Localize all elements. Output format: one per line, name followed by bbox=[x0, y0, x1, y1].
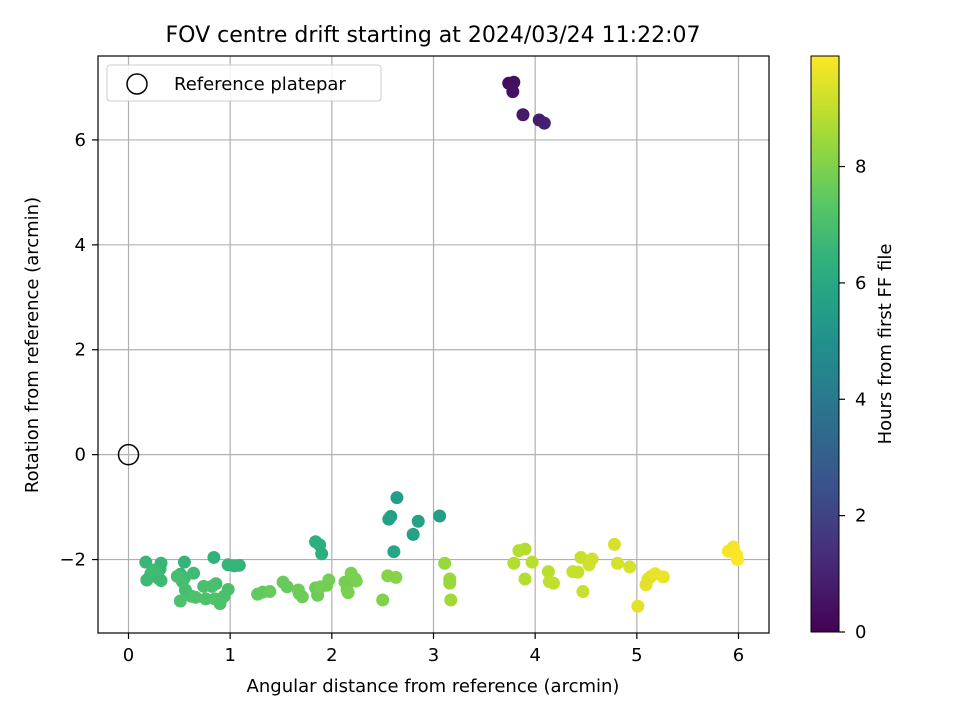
x-tick-label: 4 bbox=[529, 645, 540, 666]
y-axis-ticks: −2 0 2 4 6 bbox=[59, 130, 98, 571]
reference-marker-group bbox=[117, 443, 140, 466]
colorbar-tick-label: 0 bbox=[855, 622, 866, 643]
data-point bbox=[189, 590, 203, 604]
data-point bbox=[507, 556, 521, 570]
data-point bbox=[433, 509, 447, 523]
data-point bbox=[443, 576, 457, 590]
colorbar-gradient bbox=[810, 55, 840, 633]
data-point bbox=[147, 563, 161, 577]
data-point bbox=[390, 491, 404, 505]
data-point bbox=[607, 537, 621, 551]
legend-label: Reference platepar bbox=[174, 74, 346, 95]
colorbar-ticks: 0 2 4 6 8 bbox=[839, 157, 866, 643]
data-point bbox=[730, 553, 744, 567]
data-point bbox=[376, 593, 390, 607]
data-point bbox=[315, 547, 329, 561]
data-point bbox=[507, 75, 521, 89]
data-point bbox=[546, 576, 560, 590]
data-point bbox=[197, 579, 211, 593]
y-tick-label: 6 bbox=[75, 130, 86, 151]
data-point bbox=[518, 542, 532, 556]
data-point bbox=[541, 565, 555, 579]
colorbar-tick-label: 4 bbox=[855, 389, 866, 410]
x-tick-label: 5 bbox=[631, 645, 642, 666]
y-axis-label: Rotation from reference (arcmin) bbox=[22, 197, 43, 493]
data-point bbox=[389, 570, 403, 584]
data-point bbox=[571, 565, 585, 579]
data-point bbox=[207, 550, 221, 564]
data-point bbox=[611, 556, 625, 570]
colorbar-tick-label: 8 bbox=[855, 157, 866, 178]
data-point bbox=[506, 85, 520, 99]
data-points bbox=[139, 75, 744, 613]
data-point bbox=[140, 573, 154, 587]
y-tick-label: 2 bbox=[75, 340, 86, 361]
data-point bbox=[280, 580, 294, 594]
data-point bbox=[516, 108, 530, 122]
data-point bbox=[406, 527, 420, 541]
data-point bbox=[322, 573, 336, 587]
data-point bbox=[177, 555, 191, 569]
data-point bbox=[292, 587, 306, 601]
x-axis-label: Angular distance from reference (arcmin) bbox=[247, 676, 620, 697]
x-tick-label: 3 bbox=[428, 645, 439, 666]
data-point bbox=[213, 594, 227, 608]
legend-box bbox=[106, 64, 382, 102]
data-point bbox=[232, 558, 246, 572]
data-point bbox=[349, 574, 363, 588]
y-tick-label: 0 bbox=[75, 445, 86, 466]
data-point bbox=[187, 566, 201, 580]
data-point bbox=[387, 545, 401, 559]
data-point bbox=[154, 574, 168, 588]
legend: Reference platepar bbox=[106, 64, 382, 102]
y-tick-label: 4 bbox=[75, 235, 86, 256]
gridlines bbox=[98, 56, 769, 633]
x-tick-label: 2 bbox=[326, 645, 337, 666]
chart-title: FOV centre drift starting at 2024/03/24 … bbox=[166, 23, 701, 48]
data-point bbox=[631, 599, 645, 613]
data-point bbox=[576, 585, 590, 599]
data-point bbox=[444, 593, 458, 607]
data-point bbox=[382, 512, 396, 526]
reference-marker bbox=[117, 443, 140, 466]
data-point bbox=[525, 555, 539, 569]
x-axis-ticks: 0 1 2 3 4 5 6 bbox=[123, 633, 744, 666]
x-tick-label: 0 bbox=[123, 645, 134, 666]
colorbar-tick-label: 2 bbox=[855, 506, 866, 527]
x-tick-label: 6 bbox=[733, 645, 744, 666]
data-point bbox=[585, 552, 599, 566]
colorbar: 0 2 4 6 8 Hours from first FF file bbox=[810, 55, 896, 643]
data-point bbox=[623, 560, 637, 574]
x-tick-label: 1 bbox=[224, 645, 235, 666]
data-point bbox=[199, 592, 213, 606]
data-point bbox=[173, 594, 187, 608]
data-point bbox=[438, 556, 452, 570]
data-point bbox=[170, 569, 184, 583]
data-point bbox=[341, 586, 355, 600]
data-point bbox=[139, 555, 153, 569]
legend-reference-marker bbox=[126, 73, 148, 95]
data-point bbox=[656, 570, 670, 584]
colorbar-tick-label: 6 bbox=[855, 273, 866, 294]
data-point bbox=[537, 116, 551, 130]
data-point bbox=[263, 585, 277, 599]
y-tick-label: −2 bbox=[59, 550, 86, 571]
data-point bbox=[518, 572, 532, 586]
colorbar-label: Hours from first FF file bbox=[875, 244, 896, 445]
data-point bbox=[411, 514, 425, 528]
